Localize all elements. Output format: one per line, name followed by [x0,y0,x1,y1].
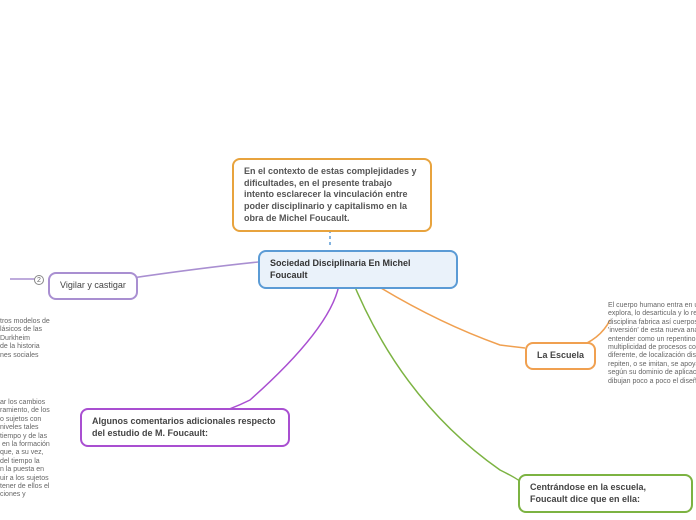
vigilar-node[interactable]: Vigilar y castigar [48,272,138,300]
context-text: En el contexto de estas complejidades y … [244,166,417,223]
context-node[interactable]: En el contexto de estas complejidades y … [232,158,432,232]
vigilar-badge: 2 [34,275,44,285]
escuela-node[interactable]: La Escuela [525,342,596,370]
center-node[interactable]: Sociedad Disciplinaria En Michel Foucaul… [258,250,458,289]
partial-right: El cuerpo humano entra en un explora, lo… [608,302,696,386]
escuela-label: La Escuela [537,350,584,360]
partial-left-1: tros modelos de lásicos de las Durkheim … [0,318,50,360]
comentarios-node[interactable]: Algunos comentarios adicionales respecto… [80,408,290,447]
comentarios-text: Algunos comentarios adicionales respecto… [92,416,276,438]
center-title: Sociedad Disciplinaria En Michel Foucaul… [270,258,411,280]
partial-left-2: ar los cambios ramiento, de los o sujeto… [0,399,50,500]
centrando-node[interactable]: Centrándose en la escuela, Foucault dice… [518,474,693,513]
vigilar-label: Vigilar y castigar [60,280,126,292]
centrando-text: Centrándose en la escuela, Foucault dice… [530,482,646,504]
